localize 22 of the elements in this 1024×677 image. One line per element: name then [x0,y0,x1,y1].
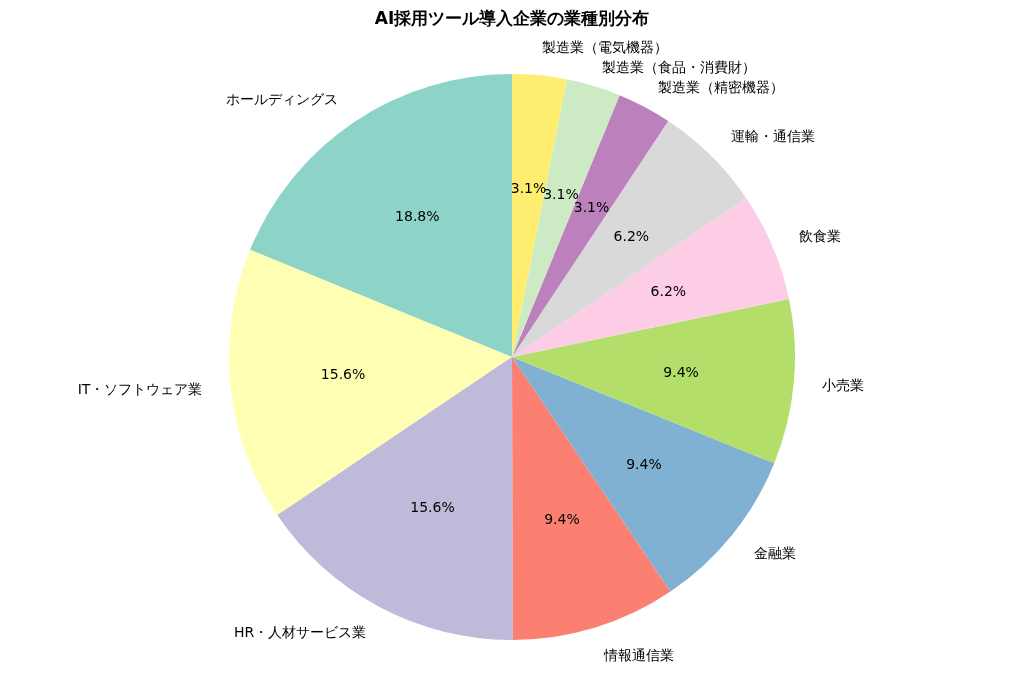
data-label: 3.1% [573,198,610,215]
slice-label: 情報通信業 [602,646,674,663]
slice-label: ホールディングス [226,90,339,107]
data-label: 6.2% [650,282,687,299]
slice-label: 金融業 [753,544,796,561]
data-label: 9.4% [663,364,699,381]
slice-label: 製造業（電気機器） [542,39,669,56]
data-label: 18.8% [395,208,440,225]
slice-label: IT・ソフトウェア業 [77,380,203,397]
slice-label: 運輸・通信業 [730,127,815,144]
data-label: 15.6% [410,499,455,516]
chart-title: AI採用ツール導入企業の業種別分布 [374,8,650,28]
data-label: 3.1% [510,180,547,197]
slice-label: 小売業 [822,376,865,393]
data-label: 6.2% [613,228,650,245]
data-label: 9.4% [626,455,662,472]
slice-label: 飲食業 [798,227,841,244]
data-label: 9.4% [544,511,580,528]
slice-label: HR・人材サービス業 [233,624,367,641]
slice-label: 製造業（精密機器） [657,79,784,96]
data-label: 15.6% [320,366,366,383]
slice-label: 製造業（食品・消費財） [601,59,756,76]
